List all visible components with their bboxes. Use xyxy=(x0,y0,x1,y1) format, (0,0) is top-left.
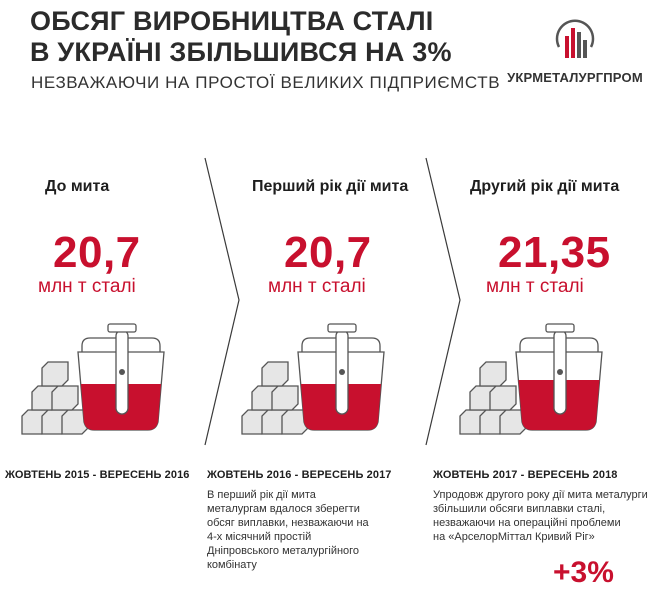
logo-wordmark: УКРМЕТАЛУРГПРОМ xyxy=(507,70,643,85)
value-second-year: 21,35 xyxy=(498,228,611,277)
period-first-year: ЖОВТЕНЬ 2016 - ВЕРЕСЕНЬ 2017 xyxy=(207,469,392,481)
description-line: незважаючи на операційні проблеми xyxy=(433,517,621,529)
description-line: на «АрселорМіттал Кривий Ріг» xyxy=(433,531,595,543)
page-title: ОБСЯГ ВИРОБНИЦТВА СТАЛІ В УКРАЇНІ ЗБІЛЬШ… xyxy=(30,6,452,68)
description-line: Дніпровського металургійного xyxy=(207,545,360,557)
growth-percentage: +3% xyxy=(553,556,614,589)
period-second-year: ЖОВТЕНЬ 2017 - ВЕРЕСЕНЬ 2018 xyxy=(433,469,618,481)
unit-before: млн т сталі xyxy=(38,276,136,297)
description-line: В перший рік дії мита xyxy=(207,489,316,501)
value-first-year: 20,7 xyxy=(284,228,372,277)
steel-ladle-icon xyxy=(21,323,165,435)
description-line: комбінату xyxy=(207,559,257,571)
period-before: ЖОВТЕНЬ 2015 - ВЕРЕСЕНЬ 2016 xyxy=(5,469,190,481)
description-line: збільшили обсяги виплавки сталі, xyxy=(433,503,606,515)
description-line: 4-х місячний простій xyxy=(207,531,312,543)
page-subtitle: НЕЗВАЖАЮЧИ НА ПРОСТОЇ ВЕЛИКИХ ПІДПРИЄМСТ… xyxy=(31,73,501,92)
description-first-year: В перший рік дії мита металургам вдалося… xyxy=(207,488,369,572)
description-line: обсяг виплавки, незважаючи на xyxy=(207,517,369,529)
title-line-2: В УКРАЇНІ ЗБІЛЬШИВСЯ НА 3% xyxy=(30,37,452,67)
steel-ladle-icon xyxy=(241,323,385,435)
column-title-second-year: Другий рік дії мита xyxy=(470,178,620,195)
description-second-year: Упродовж другого року дії мита металурги… xyxy=(433,488,648,544)
unit-second-year: млн т сталі xyxy=(486,276,584,297)
description-line: Упродовж другого року дії мита металурги xyxy=(433,489,648,501)
ukrmetalurgprom-logo-icon xyxy=(555,19,595,58)
title-line-1: ОБСЯГ ВИРОБНИЦТВА СТАЛІ xyxy=(30,6,434,36)
value-before: 20,7 xyxy=(53,228,141,277)
unit-first-year: млн т сталі xyxy=(268,276,366,297)
steel-ladle-icon xyxy=(459,323,603,435)
description-line: металургам вдалося зберегти xyxy=(207,503,360,515)
column-title-before: До мита xyxy=(45,178,110,195)
column-title-first-year: Перший рік дії мита xyxy=(252,178,409,195)
